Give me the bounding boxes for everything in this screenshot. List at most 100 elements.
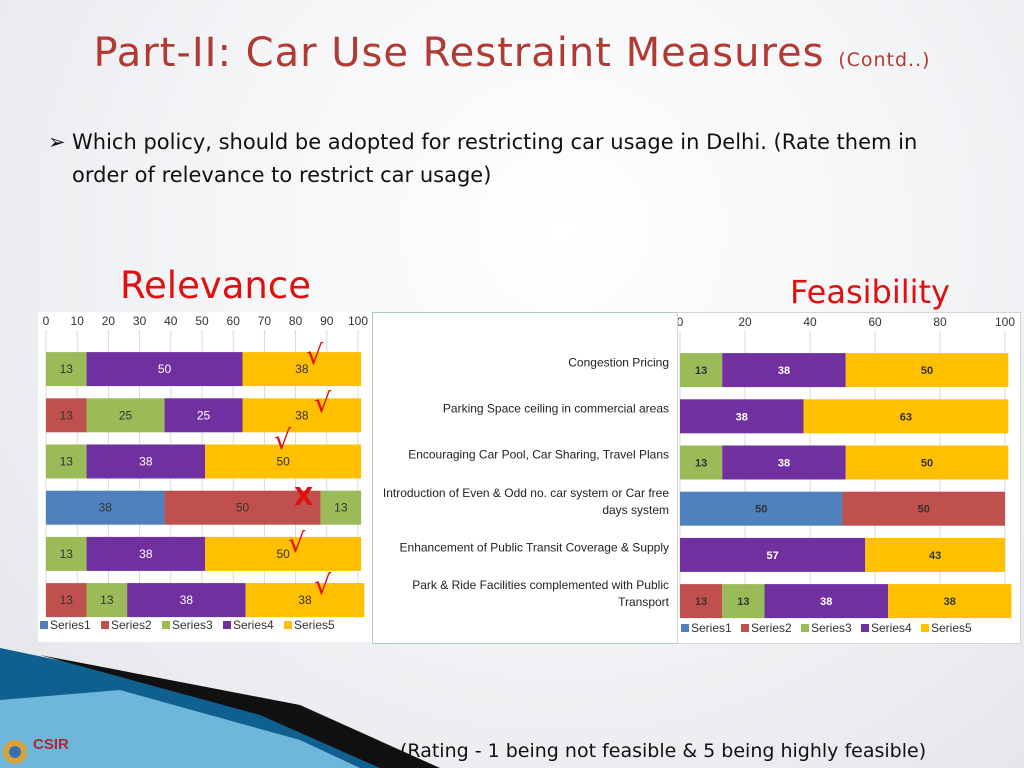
bar-segment xyxy=(680,491,843,526)
bar-segment xyxy=(46,398,87,433)
category-label: Encouraging Car Pool, Car Sharing, Trave… xyxy=(408,447,669,462)
x-tick-label: 70 xyxy=(258,314,272,328)
rating-footnote: (Rating - 1 being not feasible & 5 being… xyxy=(400,740,927,762)
x-tick-label: 80 xyxy=(933,315,947,329)
data-label: 13 xyxy=(60,547,74,561)
x-tick-label: 20 xyxy=(102,314,116,328)
relevance-chart-panel: 0102030405060708090100013503813252538013… xyxy=(38,312,372,642)
data-label: 38 xyxy=(180,593,194,607)
data-label: 38 xyxy=(944,596,956,608)
legend-label: Series1 xyxy=(50,618,91,632)
bar-segment xyxy=(86,444,206,479)
legend-swatch xyxy=(223,621,231,629)
x-tick-label: 0 xyxy=(43,314,50,328)
x-tick-label: 90 xyxy=(320,314,334,328)
bar-segment xyxy=(164,398,243,433)
data-label: 13 xyxy=(100,593,114,607)
data-label: 38 xyxy=(295,362,309,376)
bar-segment xyxy=(46,583,87,618)
bullet-arrow-icon: ➢ xyxy=(48,130,66,154)
data-label: 50 xyxy=(921,458,933,470)
question-bullet: ➢ Which policy, should be adopted for re… xyxy=(48,126,948,192)
title-main: Part-II: Car Use Restraint Measures xyxy=(93,30,825,76)
data-label: 13 xyxy=(695,365,707,377)
bar-segment xyxy=(680,353,723,388)
bar-segment xyxy=(86,352,243,387)
data-label: 63 xyxy=(900,411,912,423)
bar-segment xyxy=(680,584,723,619)
category-label: Parking Space ceiling in commercial area… xyxy=(442,401,669,416)
data-label: 13 xyxy=(695,596,707,608)
data-label: 38 xyxy=(139,547,153,561)
bar-segment xyxy=(680,399,804,434)
x-tick-label: 100 xyxy=(995,315,1015,329)
swoosh-light xyxy=(0,690,360,768)
data-label: 38 xyxy=(820,596,832,608)
feasibility-heading: Feasibility xyxy=(790,273,950,311)
check-mark-icon: √ xyxy=(306,340,324,371)
data-label: 50 xyxy=(158,362,172,376)
bar-segment xyxy=(46,352,87,387)
x-tick-label: 100 xyxy=(348,314,368,328)
cross-mark-icon: X xyxy=(294,482,314,511)
check-mark-icon: √ xyxy=(314,388,332,419)
data-label: 13 xyxy=(60,362,74,376)
bar-segment xyxy=(205,536,362,571)
logo-text: CSIR xyxy=(33,736,69,753)
data-label: 43 xyxy=(929,550,941,562)
x-tick-label: 30 xyxy=(133,314,147,328)
legend-label: Series3 xyxy=(172,618,213,632)
category-label: Park & Ride Facilities complemented with… xyxy=(412,578,669,609)
bar-segment xyxy=(242,398,362,433)
data-label: 38 xyxy=(295,408,309,422)
x-tick-label: 40 xyxy=(164,314,178,328)
data-label: 38 xyxy=(139,455,153,469)
data-label: 13 xyxy=(695,458,707,470)
x-tick-label: 60 xyxy=(868,315,882,329)
bar-segment xyxy=(764,584,888,619)
data-label: 50 xyxy=(236,501,250,515)
check-mark-icon: √ xyxy=(274,425,292,456)
data-label: 50 xyxy=(921,365,933,377)
legend-swatch xyxy=(681,624,689,632)
check-mark-icon: √ xyxy=(288,528,306,559)
legend-label: Series4 xyxy=(233,618,274,632)
bar-segment xyxy=(845,353,1009,388)
title-sub: (Contd..) xyxy=(838,49,931,71)
x-tick-label: 40 xyxy=(803,315,817,329)
check-mark-icon: √ xyxy=(314,570,332,601)
bar-segment xyxy=(865,537,1005,572)
feasibility-chart-panel: 0204060801000133850038630133850505005743… xyxy=(677,312,1021,644)
feasibility-chart: 0204060801000133850038630133850505005743… xyxy=(677,315,1016,635)
bar-segment xyxy=(86,583,128,618)
bar-segment xyxy=(845,445,1009,480)
swoosh-black xyxy=(40,655,440,768)
legend-swatch xyxy=(861,624,869,632)
bar-segment xyxy=(86,398,165,433)
bar-segment xyxy=(803,399,1009,434)
legend-swatch xyxy=(921,624,929,632)
bar-segment xyxy=(127,583,246,618)
data-label: 13 xyxy=(60,593,74,607)
legend-label: Series3 xyxy=(811,621,852,635)
data-label: 50 xyxy=(755,504,767,516)
legend-label: Series2 xyxy=(111,618,152,632)
x-tick-label: 60 xyxy=(227,314,241,328)
legend-swatch xyxy=(801,624,809,632)
category-label: Congestion Pricing xyxy=(568,355,669,370)
bar-segment xyxy=(86,536,206,571)
bar-segment xyxy=(242,352,362,387)
bar-segment xyxy=(46,444,87,479)
bar-segment xyxy=(164,490,321,525)
data-label: 25 xyxy=(119,408,133,422)
data-label: 50 xyxy=(276,547,290,561)
bar-segment xyxy=(842,491,1005,526)
bar-segment xyxy=(46,536,87,571)
x-tick-label: 10 xyxy=(71,314,85,328)
legend-swatch xyxy=(284,621,292,629)
legend-swatch xyxy=(40,621,48,629)
data-label: 38 xyxy=(298,593,312,607)
data-label: 13 xyxy=(737,596,749,608)
legend-label: Series5 xyxy=(294,618,335,632)
data-label: 57 xyxy=(767,550,779,562)
